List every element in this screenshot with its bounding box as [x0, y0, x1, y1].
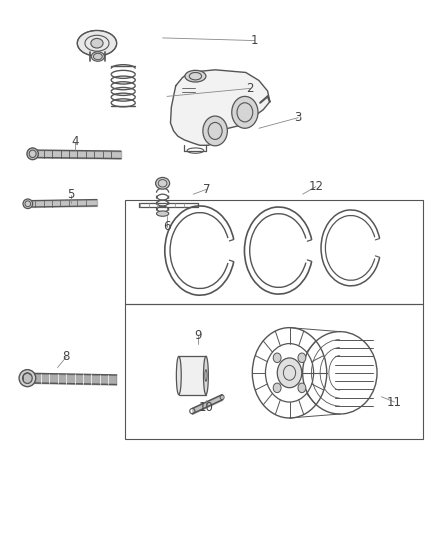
Text: 11: 11: [386, 395, 401, 409]
Text: 6: 6: [163, 220, 170, 233]
Text: 3: 3: [294, 111, 301, 124]
Circle shape: [231, 96, 258, 128]
Text: 4: 4: [71, 135, 79, 148]
Circle shape: [272, 383, 280, 393]
Circle shape: [202, 116, 227, 146]
Circle shape: [272, 353, 280, 362]
Bar: [125, 200, 422, 304]
Text: 5: 5: [67, 188, 74, 201]
Bar: [125, 304, 422, 439]
Text: 2: 2: [246, 82, 253, 95]
Polygon shape: [170, 70, 269, 146]
Text: 7: 7: [202, 183, 210, 196]
Ellipse shape: [184, 70, 205, 82]
Circle shape: [277, 358, 301, 387]
Ellipse shape: [23, 199, 32, 208]
Text: 8: 8: [63, 350, 70, 364]
Ellipse shape: [155, 177, 169, 189]
Ellipse shape: [91, 52, 104, 61]
Ellipse shape: [77, 30, 117, 56]
Ellipse shape: [203, 357, 208, 394]
Ellipse shape: [91, 38, 103, 48]
Text: 12: 12: [307, 180, 322, 193]
Circle shape: [297, 353, 305, 362]
Ellipse shape: [156, 211, 168, 216]
Circle shape: [297, 383, 305, 393]
Ellipse shape: [176, 357, 181, 394]
Ellipse shape: [22, 373, 32, 383]
Text: 9: 9: [194, 329, 201, 342]
Ellipse shape: [27, 148, 38, 160]
Text: 10: 10: [198, 401, 213, 414]
Text: 1: 1: [250, 34, 258, 47]
Ellipse shape: [19, 369, 35, 386]
